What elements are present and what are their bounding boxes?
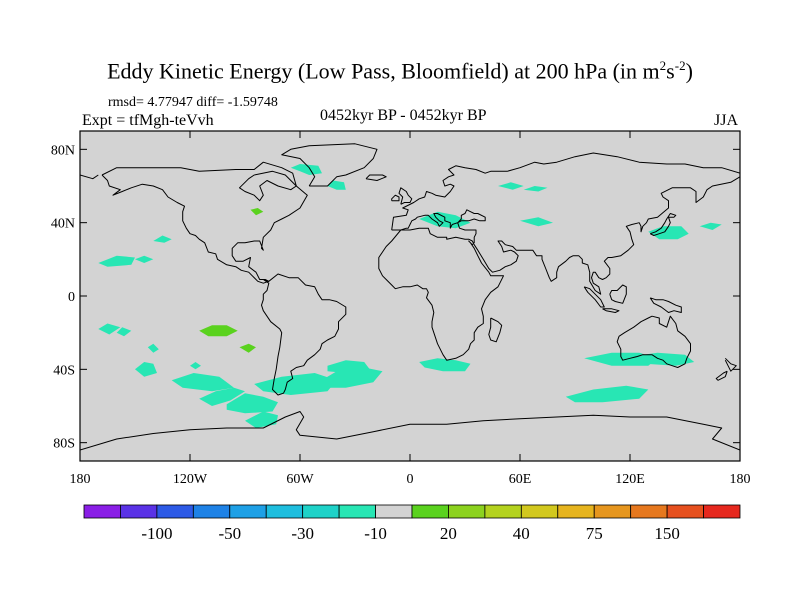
colorbar-label: -100 — [141, 524, 172, 543]
latitude-axis: 80N 40N 0 40S 80S — [51, 143, 740, 452]
coastline — [391, 194, 400, 202]
anomaly-region — [327, 360, 370, 373]
anomaly-region — [523, 186, 548, 192]
lon-tick-label: 60W — [286, 472, 314, 487]
coastline — [281, 143, 378, 187]
anomaly-region — [116, 327, 132, 337]
colorbar-box — [375, 504, 413, 519]
colorbar-box — [229, 504, 267, 519]
colorbar-box — [557, 504, 595, 519]
anomaly-region — [226, 393, 278, 414]
anomaly-region — [98, 255, 135, 267]
coastline — [101, 161, 308, 284]
anomaly-region — [419, 358, 471, 372]
colorbar-box — [338, 504, 376, 519]
colorbar-box — [484, 504, 522, 519]
colorbar-box — [520, 504, 559, 519]
colorbar-box — [120, 504, 158, 519]
anomaly-region — [520, 217, 553, 227]
colorbar-label: 20 — [440, 524, 457, 543]
colorbar-box — [265, 504, 304, 519]
colorbar-box — [156, 504, 194, 519]
anomaly-region — [199, 325, 238, 337]
coastline — [80, 411, 740, 451]
coastline-layer — [80, 143, 740, 451]
lon-tick-label: 0 — [407, 472, 414, 487]
lon-tick-label: 180 — [70, 472, 91, 487]
lon-tick-label: 120E — [615, 472, 645, 487]
coastline — [398, 187, 413, 205]
coastline — [261, 273, 347, 396]
coastline — [80, 174, 99, 180]
stats-label: rmsd= 4.77947 diff= -1.59748 — [108, 95, 278, 110]
anomaly-region — [290, 164, 322, 175]
anomaly-region — [699, 222, 722, 230]
anomaly-region — [153, 235, 172, 243]
coastline — [583, 286, 605, 308]
colorbar-label: 75 — [586, 524, 603, 543]
coastline — [602, 308, 620, 313]
coastline — [724, 357, 737, 372]
coastline — [649, 213, 677, 236]
colorbar-box — [630, 504, 668, 519]
colorbar-box — [703, 504, 741, 519]
lon-tick-label: 180 — [730, 472, 751, 487]
experiment-label: Expt = tfMgh-teVvh — [82, 112, 214, 129]
colorbar-box — [593, 504, 632, 519]
coastline — [239, 170, 297, 202]
map-background — [80, 131, 740, 461]
anomaly-region — [171, 373, 234, 392]
coastline — [365, 174, 387, 181]
anomaly-region — [327, 180, 346, 190]
anomaly-region — [135, 255, 154, 263]
anomaly-region — [245, 411, 278, 428]
anomaly-region — [190, 362, 201, 370]
period-label: 0452kyr BP - 0452kyr BP — [320, 107, 487, 124]
map-title: Eddy Kinetic Energy (Low Pass, Bloomfiel… — [107, 58, 693, 84]
anomaly-region — [239, 343, 256, 353]
season-label: JJA — [714, 112, 739, 129]
anomaly-region — [630, 352, 695, 366]
anomaly-region — [147, 343, 159, 353]
colorbar-box — [83, 504, 121, 519]
anomaly-region — [565, 385, 649, 403]
anomaly-region — [254, 373, 337, 395]
anomaly-region — [135, 362, 157, 377]
coastline — [391, 152, 740, 231]
longitude-axis: 180 120W 60W 0 60E 120E 180 — [70, 131, 751, 487]
coastline — [378, 176, 740, 361]
coastline — [616, 315, 691, 368]
coastline — [488, 317, 503, 343]
anomaly-region — [498, 182, 524, 190]
coastline — [715, 370, 728, 381]
lat-tick-label: 80S — [53, 437, 75, 452]
colorbar-label: -10 — [364, 524, 387, 543]
colorbar-box — [448, 504, 486, 519]
lat-tick-label: 80N — [51, 143, 75, 158]
colorbar-box — [192, 504, 231, 519]
anomaly-region — [250, 208, 264, 216]
colorbar-box — [302, 504, 340, 519]
colorbar-box — [411, 504, 449, 519]
colorbar-label: 150 — [654, 524, 680, 543]
colorbar-label: -30 — [291, 524, 314, 543]
colorbar-label: -50 — [218, 524, 241, 543]
colorbar: -100 -50 -30 -10 20 40 75 150 — [83, 504, 741, 543]
anomaly-region — [199, 387, 245, 406]
coastline — [649, 297, 682, 313]
colorbar-label: 40 — [513, 524, 530, 543]
lat-tick-label: 40N — [51, 217, 75, 232]
lon-tick-label: 120W — [173, 472, 208, 487]
lon-tick-label: 60E — [509, 472, 532, 487]
anomaly-region — [318, 367, 383, 388]
coastline — [609, 284, 627, 304]
lat-tick-label: 40S — [53, 363, 75, 378]
lat-tick-label: 0 — [68, 290, 75, 305]
anomaly-region — [98, 323, 121, 335]
colorbar-box — [666, 504, 704, 519]
